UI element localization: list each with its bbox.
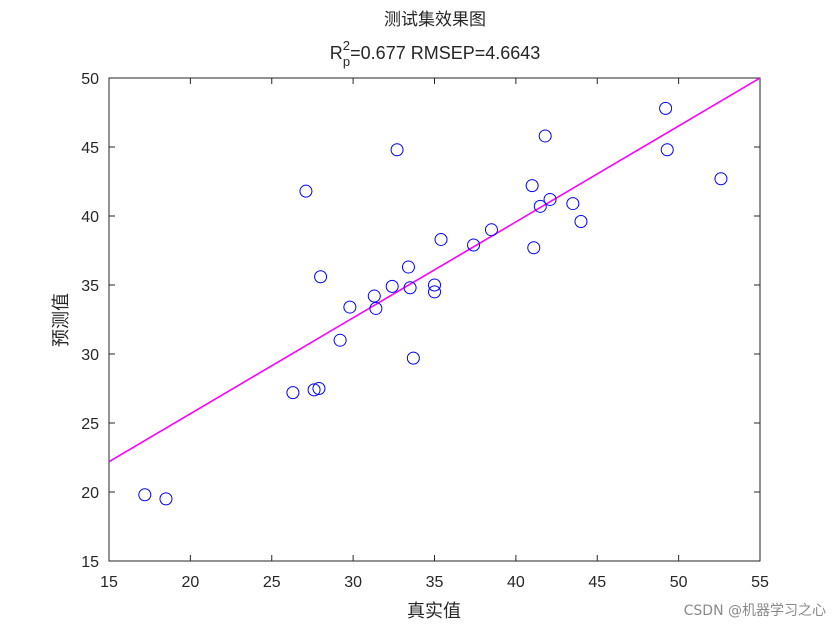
y-tick-label-2: 25: [81, 416, 99, 433]
data-point-21: [525, 179, 539, 193]
axis-ticks: [108, 77, 761, 562]
data-point-20: [484, 223, 498, 237]
data-point-30: [714, 172, 728, 186]
x-tick-label-3: 30: [344, 574, 362, 591]
data-point-7: [333, 333, 347, 347]
fit-line: [109, 78, 760, 463]
data-point-0: [138, 488, 152, 502]
x-tick-label-0: 15: [100, 574, 118, 591]
x-tick-label-6: 45: [588, 574, 606, 591]
chart-title: 测试集效果图: [384, 10, 486, 30]
data-point-18: [434, 232, 448, 246]
data-point-12: [390, 143, 404, 157]
chart-subtitle: R2 p=0.677 RMSEP=4.6643: [330, 38, 541, 69]
x-tick-label-7: 50: [670, 574, 688, 591]
y-tick-label-6: 45: [81, 140, 99, 157]
data-point-3: [299, 184, 313, 198]
data-point-23: [533, 199, 547, 213]
data-point-29: [660, 143, 674, 157]
subtitle-r-superscript: 2: [343, 38, 350, 53]
subtitle-stats: =0.677 RMSEP=4.6643: [350, 43, 540, 63]
data-point-15: [406, 351, 420, 365]
data-point-17: [428, 285, 441, 299]
data-point-25: [543, 192, 557, 206]
data-point-13: [401, 260, 415, 274]
data-point-6: [314, 270, 328, 284]
data-point-8: [343, 300, 357, 314]
y-tick-label-3: 30: [81, 347, 99, 364]
x-tick-label-2: 25: [263, 574, 281, 591]
y-tick-label-7: 50: [81, 71, 99, 88]
data-points: [138, 101, 728, 506]
data-point-11: [385, 279, 399, 293]
data-point-26: [566, 197, 580, 211]
y-tick-label-5: 40: [81, 209, 99, 226]
data-point-24: [538, 129, 552, 143]
data-point-1: [159, 492, 173, 506]
y-tick-label-0: 15: [81, 554, 99, 571]
subtitle-r: R: [330, 43, 343, 63]
data-point-2: [286, 386, 300, 400]
data-point-10: [369, 301, 383, 315]
y-tick-label-4: 35: [81, 278, 99, 295]
axis-tick-labels: 15 20 25 30 35 40 45 50 55 15 20 25 30 35 40 45 50: [81, 71, 769, 591]
x-tick-label-5: 40: [507, 574, 525, 591]
data-point-5: [312, 382, 326, 395]
y-tick-label-1: 20: [81, 485, 99, 502]
x-tick-label-8: 55: [751, 574, 769, 591]
data-point-4: [307, 383, 321, 397]
plot-area: [108, 77, 761, 562]
x-tick-label-1: 20: [181, 574, 199, 591]
y-axis-label: 预测值: [51, 293, 72, 347]
data-point-16: [428, 278, 441, 292]
data-point-14: [403, 281, 417, 295]
data-point-9: [367, 289, 381, 303]
data-point-28: [659, 101, 673, 115]
data-point-22: [527, 241, 541, 255]
fit-line-group: [109, 78, 760, 463]
subtitle-r-subscript: p: [343, 54, 350, 69]
x-axis-label: 真实值: [407, 601, 461, 622]
data-point-27: [574, 215, 588, 229]
data-point-19: [467, 238, 481, 252]
watermark-text: CSDN @机器学习之心: [684, 603, 826, 619]
x-tick-label-4: 35: [426, 574, 444, 591]
